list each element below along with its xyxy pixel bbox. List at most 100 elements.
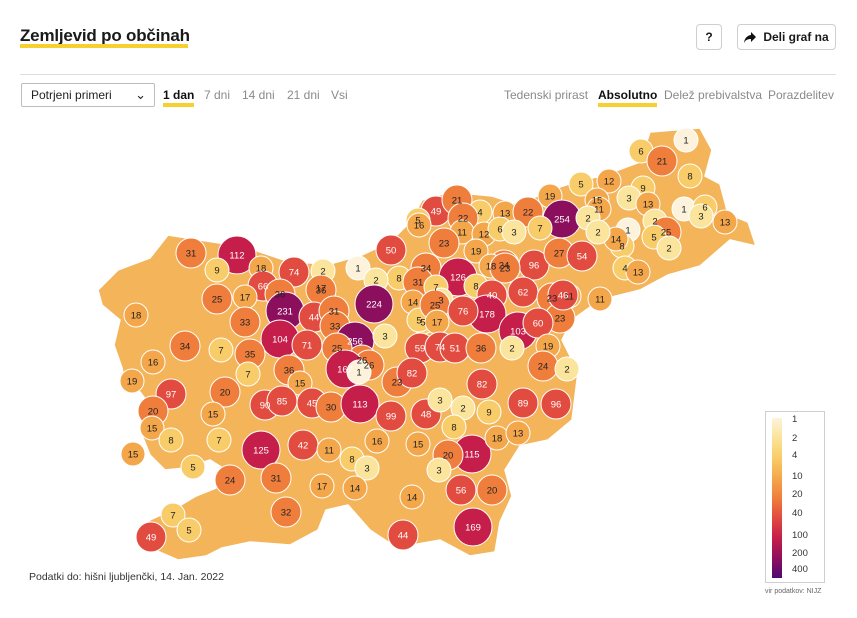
municipality-region[interactable] [476, 399, 502, 425]
municipality-region[interactable] [489, 252, 521, 284]
municipality-value-label: 45 [307, 399, 318, 410]
municipality-region[interactable] [204, 257, 230, 283]
municipality-region[interactable] [585, 219, 611, 245]
municipality-region[interactable] [375, 234, 407, 266]
municipality-region[interactable] [596, 168, 622, 194]
municipality-region[interactable] [214, 464, 246, 496]
municipality-region[interactable] [278, 256, 310, 288]
mode-distribution[interactable]: Porazdelitev [768, 88, 835, 102]
municipality-region[interactable] [342, 475, 368, 501]
municipality-region[interactable] [507, 387, 539, 419]
municipality-region[interactable] [206, 427, 232, 453]
municipality-value-label: 13 [643, 200, 654, 211]
municipality-region[interactable] [175, 237, 207, 269]
municipality-region[interactable] [140, 349, 166, 375]
municipality-region[interactable] [260, 462, 292, 494]
municipality-region[interactable] [176, 517, 202, 543]
mode-absolute[interactable]: Absolutno [598, 88, 658, 107]
municipality-region[interactable] [396, 357, 428, 389]
municipality-region[interactable] [547, 279, 579, 311]
municipality-region[interactable] [688, 203, 714, 229]
period-1-day[interactable]: 1 dan [163, 88, 195, 107]
municipality-region[interactable] [540, 388, 572, 420]
municipality-region[interactable] [169, 330, 201, 362]
dataset-select[interactable]: Potrjeni primeri ⌄ [21, 83, 155, 107]
municipality-region[interactable] [120, 441, 146, 467]
share-button[interactable]: Deli graf na [737, 24, 836, 50]
period-21-days[interactable]: 21 dni [287, 88, 320, 102]
municipality-region[interactable] [445, 474, 477, 506]
municipality-region[interactable] [209, 376, 241, 408]
period-all[interactable]: Vsi [331, 88, 348, 102]
municipality-region[interactable] [387, 519, 419, 551]
municipality-value-label: 16 [414, 221, 425, 232]
municipality-region[interactable] [119, 368, 145, 394]
municipality-value-label: 7 [216, 436, 221, 447]
municipality-region[interactable] [123, 302, 149, 328]
municipality-region[interactable] [180, 454, 206, 480]
municipality-region[interactable] [625, 259, 651, 285]
help-button[interactable]: ? [696, 24, 722, 50]
municipality-region[interactable] [346, 359, 372, 385]
municipality-region[interactable] [160, 502, 186, 528]
municipality-value-label: 23 [500, 264, 511, 275]
municipality-region[interactable] [241, 430, 281, 470]
municipality-region[interactable] [354, 455, 380, 481]
municipality-region[interactable] [428, 227, 460, 259]
municipality-region[interactable] [568, 171, 594, 197]
municipality-region[interactable] [235, 361, 261, 387]
municipality-region[interactable] [566, 240, 598, 272]
municipality-region[interactable] [309, 473, 335, 499]
municipality-region[interactable] [427, 387, 453, 413]
municipality-region[interactable] [673, 127, 699, 153]
municipality-region[interactable] [441, 414, 467, 440]
municipality-region[interactable] [405, 431, 431, 457]
municipality-region[interactable] [499, 335, 525, 361]
municipality-region[interactable] [406, 212, 432, 238]
period-7-days[interactable]: 7 dni [204, 88, 231, 102]
municipality-value-label: 15 [147, 424, 158, 435]
municipality-region[interactable] [399, 484, 425, 510]
municipality-value-label: 1 [355, 264, 360, 275]
municipality-region[interactable] [712, 209, 738, 235]
municipality-region[interactable] [364, 428, 390, 454]
municipality-region[interactable] [453, 507, 493, 547]
municipality-region[interactable] [372, 323, 398, 349]
municipality-region[interactable] [201, 283, 233, 315]
municipality-value-label: 12 [604, 177, 615, 188]
municipality-region[interactable] [139, 415, 165, 441]
municipality-value-label: 31 [329, 307, 340, 318]
municipality-region[interactable] [476, 474, 508, 506]
municipality-region[interactable] [646, 145, 678, 177]
municipality-region[interactable] [463, 238, 489, 264]
municipality-region[interactable] [465, 332, 497, 364]
municipality-value-label: 178 [479, 310, 495, 321]
municipality-region[interactable] [375, 400, 407, 432]
municipality-region[interactable] [345, 255, 371, 281]
municipality-region[interactable] [270, 496, 302, 528]
municipality-region[interactable] [158, 427, 184, 453]
municipality-region[interactable] [340, 384, 380, 424]
municipality-region[interactable] [554, 356, 580, 382]
municipality-region[interactable] [316, 437, 342, 463]
mode-weekly-growth[interactable]: Tedenski prirast [504, 88, 589, 102]
municipality-region[interactable] [354, 284, 394, 324]
mode-population-share[interactable]: Delež prebivalstva [664, 88, 763, 102]
municipality-region[interactable] [501, 219, 527, 245]
municipality-region[interactable] [200, 401, 226, 427]
municipality-region[interactable] [527, 215, 553, 241]
municipality-region[interactable] [505, 420, 531, 446]
municipality-region[interactable] [522, 307, 554, 339]
header-divider [20, 74, 836, 75]
municipality-region[interactable] [208, 337, 234, 363]
municipality-region[interactable] [426, 457, 452, 483]
municipality-region[interactable] [656, 235, 682, 261]
municipality-region[interactable] [229, 306, 261, 338]
municipality-region[interactable] [135, 521, 167, 553]
period-14-days[interactable]: 14 dni [242, 88, 275, 102]
municipality-value-label: 5 [578, 180, 583, 191]
municipality-region[interactable] [677, 163, 703, 189]
municipality-region[interactable] [466, 368, 498, 400]
municipality-region[interactable] [587, 286, 613, 312]
municipality-region[interactable] [447, 295, 479, 327]
